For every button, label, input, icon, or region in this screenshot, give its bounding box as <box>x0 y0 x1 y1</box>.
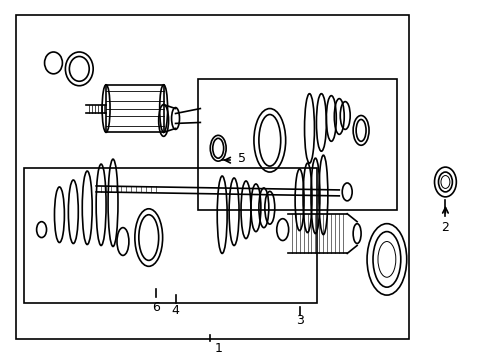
Bar <box>106 85 163 132</box>
Text: 1: 1 <box>214 342 222 355</box>
Text: 6: 6 <box>151 301 159 314</box>
Text: 2: 2 <box>441 221 448 234</box>
Text: 3: 3 <box>295 314 303 327</box>
Bar <box>16 15 408 339</box>
Text: 5: 5 <box>238 152 245 165</box>
Bar <box>198 79 396 210</box>
Text: 4: 4 <box>171 305 179 318</box>
Bar <box>24 168 317 303</box>
